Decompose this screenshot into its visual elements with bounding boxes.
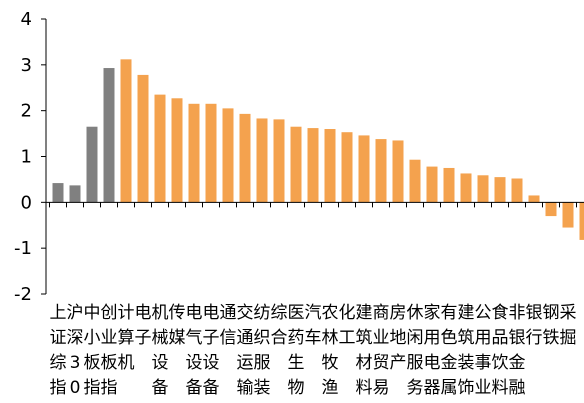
index-bar [69,185,81,203]
industry-bar [392,140,404,203]
x-category-label: 建筑材料 [356,303,373,398]
x-axis [46,201,584,208]
y-tick-label: 1 [21,147,32,168]
x-category-label: 银行 [526,303,543,348]
x-category-label: 纺织服装 [254,303,271,398]
x-category-label: 农林牧渔 [322,303,339,398]
industry-bar [290,126,302,203]
industry-bar [443,167,455,203]
y-tick-label: 2 [21,101,32,122]
industry-bar [273,119,285,203]
industry-bar [562,202,574,228]
x-category-label: 食品饮料 [492,303,509,398]
x-category-label: 采掘 [560,303,577,348]
x-category-label: 休闲服务 [407,303,424,398]
industry-bar [528,195,540,203]
industry-bar [324,129,336,203]
y-tick-label: -1 [14,238,32,259]
x-category-label: 交通运输 [237,303,254,398]
x-category-label: 钢铁 [543,303,560,348]
x-category-label: 房地产 [390,303,407,373]
x-category-label: 通信 [220,303,237,348]
industry-bar [511,178,523,203]
x-category-label: 家用电器 [424,303,441,398]
index-bar [86,126,98,203]
x-category-label: 电气设备 [186,303,203,398]
industry-bar [120,59,132,203]
industry-bar [137,74,149,203]
x-category-label: 沪深 3 0 [67,303,84,398]
x-category-label: 传媒 [169,303,186,348]
industry-bar [375,139,387,203]
x-category-label: 中小板指 [84,303,101,398]
y-tick-label: 3 [21,55,32,76]
industry-bar [477,175,489,203]
industry-bar [307,128,319,203]
bars [52,59,584,240]
x-category-label: 商业贸易 [373,303,390,398]
x-category-label: 上证综指 [50,303,67,398]
y-tick-label: -2 [14,284,32,305]
industry-bar [341,132,353,203]
x-category-label: 计算机 [118,303,135,373]
industry-bar [154,94,166,203]
industry-bar [579,202,584,240]
x-category-label: 机械设备 [152,303,169,398]
x-category-label: 创业板指 [101,303,118,398]
y-tick-label: 4 [21,9,32,30]
index-bar [52,183,64,203]
x-category-label: 有色金属 [441,303,458,398]
x-category-label: 公用事业 [475,303,492,398]
x-category-label: 非银金融 [509,303,526,398]
industry-bar [171,98,183,203]
y-tick-label: 0 [21,192,32,213]
index-bar [103,68,115,203]
x-category-label: 电子设备 [203,303,220,398]
industry-bar [545,202,557,217]
industry-bar [188,103,200,203]
industry-bar [239,113,251,203]
x-category-label: 综合 [271,303,288,348]
industry-bar [358,135,370,203]
industry-bar [222,108,234,203]
x-category-label: 建筑装饰 [458,303,475,398]
x-category-label: 电子 [135,303,152,348]
industry-bar [205,103,217,203]
x-category-label: 化工 [339,303,356,348]
industry-bar [409,159,421,203]
y-axis: -2 -1 0 1 2 3 4 [14,9,47,305]
industry-bar [256,118,268,203]
x-category-label: 汽车 [305,303,322,348]
industry-bar [460,173,472,203]
industry-bar [494,177,506,203]
x-category-label: 医药生物 [288,303,305,398]
industry-bar [426,166,438,203]
